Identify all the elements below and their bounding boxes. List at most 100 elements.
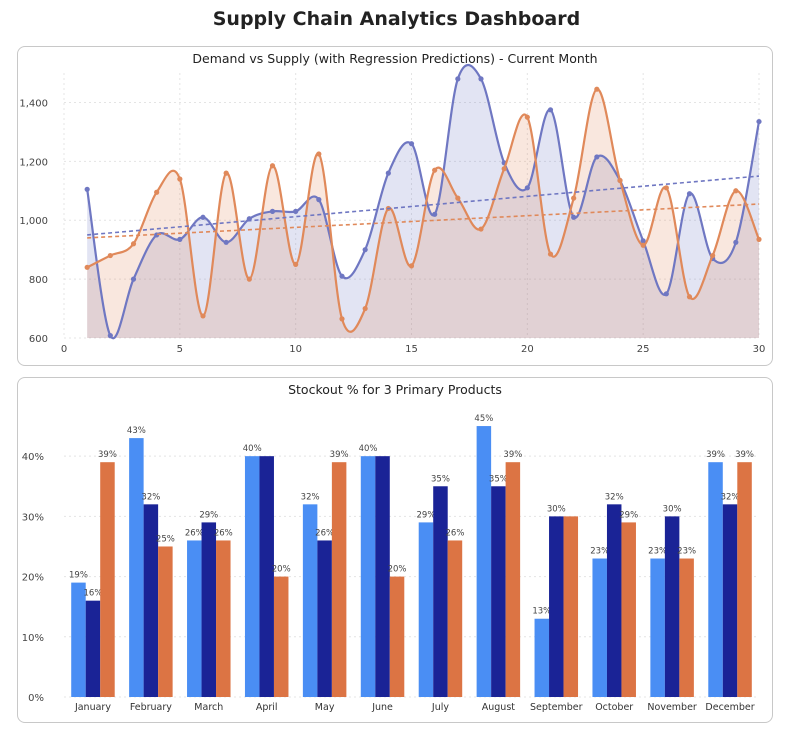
bar-value-label: 40%: [243, 444, 262, 454]
bar-value-label: 39%: [706, 450, 725, 460]
x-tick-label: 25: [637, 344, 650, 355]
bar-series-1: [85, 600, 101, 697]
series-0-point: [385, 170, 391, 176]
series-0-point: [432, 211, 438, 217]
bar-series-1: [549, 516, 564, 697]
series-1-point: [246, 276, 252, 282]
bar-series-0: [476, 426, 492, 697]
series-0-point: [547, 107, 554, 113]
series-1-trendline: [87, 203, 760, 239]
bar-value-label: 35%: [489, 474, 508, 484]
series-0-point: [177, 236, 183, 242]
bar-value-label: 29%: [199, 510, 218, 520]
bar-series-0: [418, 522, 434, 697]
series-1-point: [710, 252, 716, 259]
series-1-point: [432, 167, 438, 173]
series-0-point: [223, 239, 229, 245]
series-1-point: [571, 195, 577, 201]
series-1-point: [733, 188, 739, 194]
demand-supply-chart-title: Demand vs Supply (with Regression Predic…: [192, 51, 598, 66]
bar-value-label: 26%: [185, 528, 204, 538]
y-tick-label: 30%: [22, 512, 44, 523]
series-0-point: [293, 208, 299, 214]
x-tick-label: 0: [61, 344, 67, 355]
series-1-point: [339, 316, 345, 322]
bar-value-label: 20%: [388, 565, 407, 575]
series-0-point: [571, 214, 577, 220]
series-0-point: [733, 239, 739, 245]
y-tick-label: 1,400: [19, 98, 48, 109]
series-0-point: [524, 185, 530, 191]
series-1-point: [756, 236, 762, 242]
series-1-point: [130, 241, 137, 247]
bar-series-0: [71, 582, 86, 697]
bar-series-0: [534, 618, 550, 697]
bar-value-label: 39%: [98, 450, 117, 460]
series-0-point: [640, 238, 646, 244]
bar-series-2: [331, 462, 347, 697]
bar-series-0: [650, 558, 665, 697]
bar-series-2: [505, 462, 521, 697]
bar-series-2: [621, 522, 636, 697]
series-0-area: [87, 64, 759, 339]
series-0-point: [84, 186, 90, 192]
stockout-chart-title: Stockout % for 3 Primary Products: [288, 382, 502, 397]
demand-supply-chart: 600 800 1,000 1,200 1,400 0 5 10 15 20 25 30: [19, 64, 766, 355]
bar-series-2: [216, 540, 231, 697]
bar-series-2: [563, 516, 579, 697]
bar-value-label: 30%: [547, 504, 566, 514]
series-1-point: [617, 177, 623, 184]
bar-series-1: [375, 456, 390, 697]
series-1-point: [594, 86, 600, 92]
series-0-trendline: [87, 175, 760, 236]
bar-value-label: 23%: [677, 547, 696, 557]
bar-series-2: [447, 540, 463, 697]
category-label: April: [256, 702, 278, 713]
series-0-point: [408, 141, 415, 147]
series-1-point: [408, 263, 415, 269]
series-0-point: [316, 197, 322, 203]
bar-series-1: [664, 516, 680, 697]
category-label: May: [315, 702, 335, 713]
bar-series-0: [187, 540, 202, 697]
demand-supply-panel: Demand vs Supply (with Regression Predic…: [17, 46, 773, 366]
bar-series-2: [273, 576, 289, 697]
series-1-point: [293, 261, 299, 267]
bar-series-2: [679, 558, 694, 697]
series-0-point: [130, 276, 137, 282]
series-0-point: [686, 191, 693, 197]
category-label: November: [647, 702, 697, 713]
series-0-point: [200, 214, 206, 220]
category-label: March: [194, 702, 223, 713]
series-1-point: [316, 151, 322, 157]
y-tick-label: 1,000: [19, 216, 48, 227]
bar-series-2: [737, 462, 752, 697]
series-1-point: [84, 264, 90, 270]
bar-value-label: 35%: [431, 474, 450, 484]
bar-value-label: 43%: [127, 426, 146, 436]
series-1-point: [200, 313, 206, 319]
series-1-point: [107, 252, 113, 259]
bar-series-2: [389, 576, 405, 697]
y-tick-label: 20%: [22, 573, 44, 584]
category-label: December: [705, 702, 754, 713]
stockout-chart: 0% 10% 20% 30% 40% January 19% 16% 39% February 43…: [22, 414, 759, 713]
x-tick-label: 5: [177, 344, 183, 355]
series-1-point: [501, 166, 507, 172]
stockout-panel: Stockout % for 3 Primary Products 0% 10% 2…: [17, 377, 773, 723]
category-label: February: [130, 702, 172, 713]
series-0-point: [663, 291, 669, 297]
bar-value-label: 16%: [84, 589, 103, 599]
series-0-point: [339, 273, 345, 279]
category-label: January: [74, 702, 111, 713]
x-tick-label: 20: [521, 344, 534, 355]
series-1-point: [640, 242, 646, 248]
y-tick-label: 600: [29, 334, 48, 345]
bar-value-label: 23%: [648, 547, 667, 557]
x-tick-label: 30: [753, 344, 766, 355]
y-tick-label: 1,200: [19, 157, 48, 168]
category-label: June: [371, 702, 393, 713]
x-tick-label: 15: [405, 344, 418, 355]
bar-value-label: 25%: [156, 534, 175, 544]
series-1-point: [455, 195, 461, 201]
